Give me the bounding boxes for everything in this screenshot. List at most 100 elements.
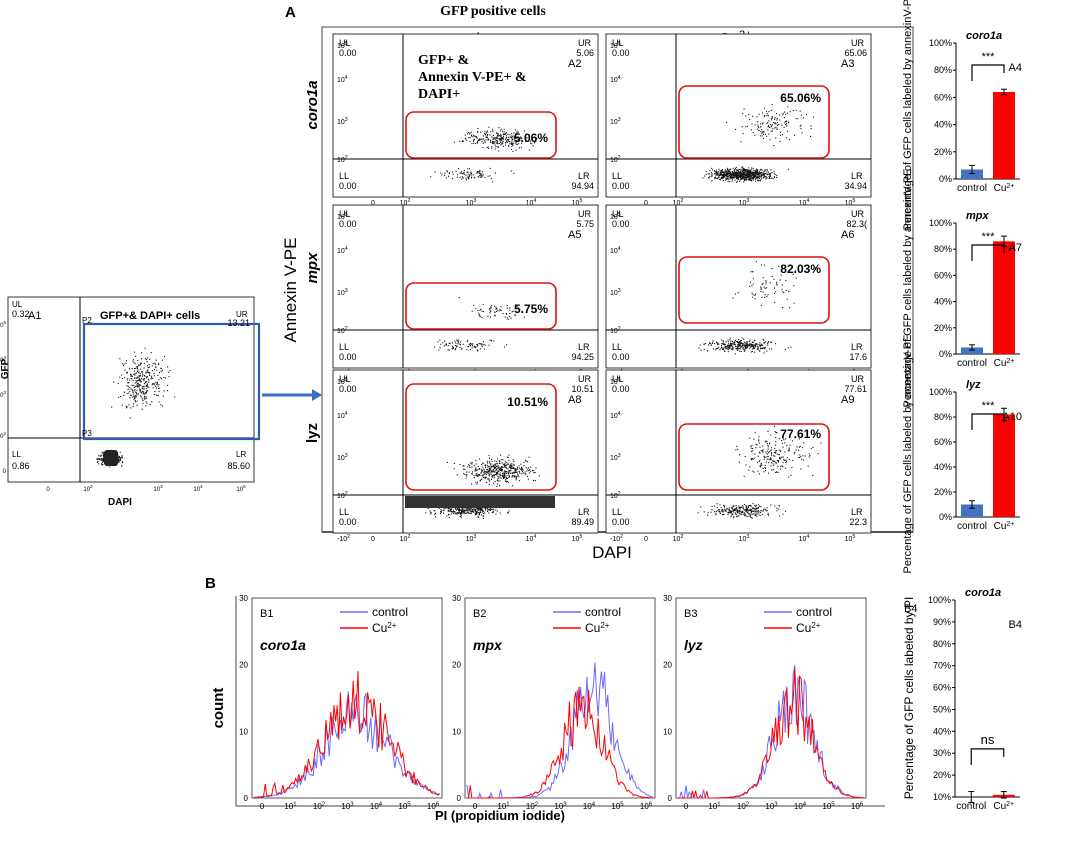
y-tick-label: 100% [929, 387, 952, 397]
scatter-dot [769, 348, 771, 350]
scatter-dot [144, 358, 146, 360]
scatter-dot [728, 168, 730, 170]
scatter-dot [751, 513, 753, 515]
scatter-dot [781, 288, 783, 290]
scatter-dot [488, 470, 490, 472]
scatter-dot [790, 346, 792, 348]
scatter-dot [742, 170, 744, 172]
scatter-dot [491, 474, 493, 476]
scatter-dot [709, 342, 711, 344]
scatter-dot [463, 508, 465, 510]
scatter-dot [480, 131, 482, 133]
scatter-dot [782, 134, 784, 136]
scatter-dot [739, 509, 741, 511]
scatter-dot [799, 110, 801, 112]
scatter-dot [718, 174, 720, 176]
scatter-dot [757, 347, 759, 349]
scatter-dot [143, 385, 145, 387]
quadrant-ul-value: 0.00 [612, 48, 630, 58]
scatter-dot [791, 466, 793, 468]
quadrant-ur-label: UR [236, 310, 248, 319]
scatter-dot [737, 175, 739, 177]
scatter-dot [477, 345, 479, 347]
scatter-dot [109, 466, 111, 468]
scatter-dot [102, 459, 104, 461]
scatter-dot [739, 342, 741, 344]
x-tick: 104 [799, 534, 810, 543]
scatter-dot [792, 440, 794, 442]
scatter-dot [466, 341, 468, 343]
scatter-dot [778, 508, 780, 510]
scatter-dot [101, 462, 103, 464]
scatter-dot [761, 135, 763, 137]
scatter-dot [481, 344, 483, 346]
scatter-dot [136, 389, 138, 391]
scatter-dot [728, 512, 730, 514]
scatter-dot [749, 175, 751, 177]
scatter-dot [763, 340, 765, 342]
scatter-dot [147, 372, 149, 374]
scatter-dot [506, 463, 508, 465]
scatter-dot [735, 166, 737, 168]
scatter-dot [761, 173, 763, 175]
scatter-dot [507, 470, 509, 472]
scatter-dot [523, 130, 525, 132]
scatter-dot [506, 135, 508, 137]
y-tick-label: 40% [934, 120, 952, 130]
scatter-dot [142, 399, 144, 401]
scatter-dot [747, 511, 749, 513]
scatter-dot [495, 142, 497, 144]
scatter-dot [489, 480, 491, 482]
scatter-dot [502, 143, 504, 145]
scatter-dot [733, 342, 735, 344]
scatter-dot [131, 396, 133, 398]
scatter-dot [143, 367, 145, 369]
row-label-lyz: lyz [304, 423, 321, 443]
scatter-dot [454, 349, 456, 351]
scatter-dot [786, 123, 788, 125]
scatter-dot [782, 291, 784, 293]
scatter-dot [749, 178, 751, 180]
quadrant-ur-value: 10.51 [571, 384, 594, 394]
scatter-dot [507, 471, 509, 473]
scatter-dot [745, 173, 747, 175]
scatter-dot [774, 450, 776, 452]
scatter-dot [135, 380, 137, 382]
scatter-dot [766, 115, 768, 117]
scatter-dot [443, 509, 445, 511]
scatter-dot [147, 367, 149, 369]
scatter-dot [480, 507, 482, 509]
scatter-dot [741, 173, 743, 175]
scatter-dot [462, 173, 464, 175]
scatter-dot [746, 341, 748, 343]
scatter-dot [757, 348, 759, 350]
scatter-dot [800, 114, 802, 116]
scatter-dot [506, 307, 508, 309]
scatter-dot [451, 171, 453, 173]
scatter-dot [137, 385, 139, 387]
bar-control [961, 347, 983, 354]
x-tick: 102 [673, 198, 684, 207]
scatter-dot [770, 465, 772, 467]
scatter-dot [133, 386, 135, 388]
scatter-dot [476, 513, 478, 515]
scatter-dot [782, 112, 784, 114]
scatter-dot [533, 470, 535, 472]
scatter-dot [770, 119, 772, 121]
scatter-dot [512, 143, 514, 145]
scatter-dot [733, 171, 735, 173]
scatter-dot [481, 175, 483, 177]
scatter-dot [144, 378, 146, 380]
scatter-dot [711, 505, 713, 507]
scatter-dot [497, 134, 499, 136]
scatter-dot [482, 477, 484, 479]
scatter-dot [143, 388, 145, 390]
scatter-dot [517, 474, 519, 476]
scatter-dot [138, 371, 140, 373]
scatter-dot [758, 174, 760, 176]
gate-percentage: 10.51% [507, 395, 548, 409]
scatter-dot [716, 510, 718, 512]
scatter-dot [499, 461, 501, 463]
scatter-dot [479, 175, 481, 177]
scatter-dot [745, 345, 747, 347]
